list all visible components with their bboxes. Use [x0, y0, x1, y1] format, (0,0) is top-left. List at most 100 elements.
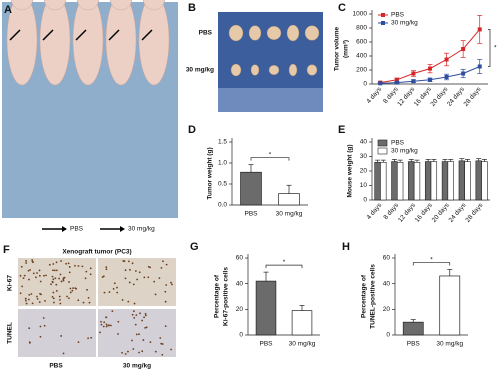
stained-cell: [134, 323, 137, 326]
stained-cell: [100, 323, 103, 326]
stained-cell: [161, 353, 164, 356]
stained-cell: [149, 341, 152, 344]
stained-cell: [67, 262, 70, 265]
panel-letter: D: [188, 124, 196, 136]
legend-arrow: [120, 226, 125, 232]
x-tick-label: 28 days: [464, 201, 484, 224]
stained-cell: [28, 298, 30, 301]
stained-cell: [65, 262, 68, 265]
stained-cell: [43, 274, 45, 277]
stained-cell: [108, 291, 111, 293]
arrow: [108, 29, 120, 41]
x-tick-label: 4 days: [366, 201, 384, 221]
y-tick-label: 10: [360, 182, 368, 189]
stained-cell: [85, 270, 88, 273]
tumor: [230, 63, 242, 77]
stained-cell: [68, 266, 71, 268]
bar: [408, 161, 415, 201]
y-tick-label: 400: [356, 53, 367, 60]
y-tick-label: 20: [360, 168, 368, 175]
stained-cell: [51, 295, 54, 298]
stained-cell: [160, 266, 163, 269]
legend-label: 30 mg/kg: [128, 226, 155, 233]
stained-cell: [67, 297, 70, 300]
stained-cell: [105, 268, 108, 271]
row-label: PBS: [199, 30, 213, 37]
y-axis-label: (mm³): [343, 40, 350, 58]
x-tick-label: 30 mg/kg: [289, 341, 316, 348]
point: [477, 27, 482, 32]
stained-cell: [135, 314, 138, 316]
y-tick-label: 30: [360, 153, 368, 160]
y-tick-label: 0: [386, 332, 390, 339]
stained-cell: [59, 302, 62, 305]
stained-cell: [124, 269, 127, 272]
stained-cell: [138, 271, 141, 274]
stained-cell: [117, 320, 120, 323]
stained-cell: [58, 295, 61, 298]
stained-cell: [131, 313, 134, 316]
x-tick-label: PBS: [259, 341, 273, 348]
stained-cell: [116, 291, 119, 294]
stained-cell: [142, 339, 145, 341]
ihc-image: [18, 258, 96, 306]
panel-letter: G: [190, 241, 199, 253]
mouse: [105, 0, 137, 86]
panel-letter: B: [188, 2, 196, 14]
y-tick-label: 0: [363, 197, 367, 204]
stained-cell: [51, 275, 54, 278]
stained-cell: [68, 271, 71, 274]
ihc-image: [18, 309, 96, 357]
y-tick-label: 0: [363, 81, 367, 88]
point: [461, 47, 466, 51]
stained-cell: [48, 263, 51, 266]
row-label: Ki-67: [7, 275, 14, 291]
tumor: [286, 24, 300, 42]
stained-cell: [60, 280, 63, 283]
bar: [430, 161, 438, 201]
stained-cell: [55, 261, 58, 264]
x-tick-label: PBS: [407, 341, 421, 348]
stained-cell: [141, 350, 144, 353]
y-tick-label: 600: [356, 39, 367, 46]
stained-cell: [100, 320, 102, 323]
bar: [464, 161, 471, 201]
tumor: [248, 25, 262, 41]
mouse-head: [109, 0, 133, 11]
tumor: [228, 24, 244, 42]
stained-cell: [101, 276, 104, 279]
tumor: [306, 64, 318, 76]
arrow: [42, 29, 54, 41]
bar: [391, 161, 398, 201]
bar: [424, 161, 432, 201]
stained-cell: [105, 316, 107, 319]
y-tick-label: 60: [383, 255, 391, 262]
y-axis-label: TUNEL-positive cells: [370, 264, 377, 329]
mouse: [6, 0, 38, 86]
stained-cell: [38, 301, 41, 303]
y-axis-label: Tumor weight (g): [207, 147, 214, 199]
stained-cell: [55, 283, 58, 286]
stained-cell: [158, 277, 161, 280]
stained-cell: [28, 278, 30, 281]
panel-letter: A: [4, 4, 12, 16]
column-label: PBS: [49, 363, 63, 370]
stained-cell: [87, 337, 89, 340]
stained-cell: [55, 269, 58, 272]
significance-bracket: [412, 262, 451, 266]
arrow: [141, 29, 153, 41]
stained-cell: [45, 274, 47, 277]
point: [411, 79, 416, 84]
panel-letter: F: [3, 244, 10, 256]
panel-letter: E: [338, 124, 345, 136]
stained-cell: [164, 300, 167, 303]
bar: [291, 310, 313, 336]
point: [378, 81, 383, 86]
y-tick-label: 0.5: [218, 181, 227, 188]
y-tick-label: 20: [383, 306, 391, 313]
y-tick-label: 40: [360, 139, 368, 146]
point: [444, 75, 449, 79]
stained-cell: [71, 289, 74, 292]
y-tick-label: 60: [236, 255, 244, 262]
stained-cell: [19, 274, 22, 277]
